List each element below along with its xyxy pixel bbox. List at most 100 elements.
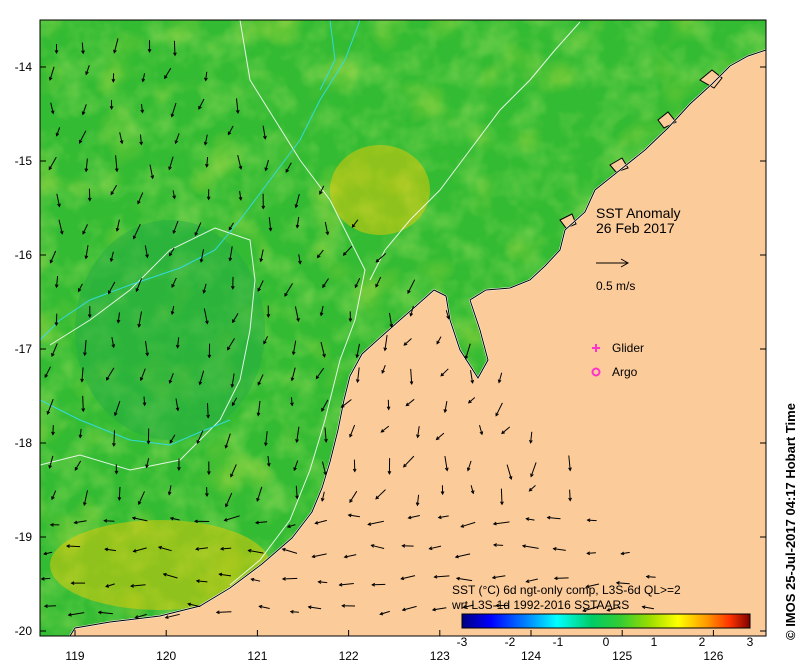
current-vector — [50, 250, 57, 263]
current-vector-head — [525, 517, 530, 521]
current-vector — [368, 520, 384, 525]
current-vector — [85, 245, 89, 259]
map-area: SST Anomaly 26 Feb 2017 0.5 m/s Glider A… — [40, 20, 766, 636]
current-vector — [149, 164, 154, 179]
current-vector — [196, 547, 208, 550]
current-vector-head — [145, 254, 149, 259]
current-vector — [587, 552, 596, 554]
lon-tick-label: 125 — [612, 649, 632, 663]
current-vector — [110, 184, 118, 195]
current-vector-head — [228, 257, 233, 262]
current-vector — [118, 486, 121, 500]
current-vector — [251, 578, 261, 582]
current-vector — [284, 283, 293, 297]
current-vector — [79, 130, 87, 144]
current-vector — [82, 395, 84, 412]
current-vector-head — [238, 165, 243, 170]
current-vector — [265, 431, 268, 446]
current-vector — [105, 548, 117, 552]
current-vector-head — [290, 402, 294, 407]
current-vector — [308, 606, 322, 610]
current-vector-head — [137, 200, 141, 205]
current-vector-head — [146, 440, 151, 445]
current-vector — [440, 368, 449, 377]
current-vector — [407, 279, 416, 294]
current-vector — [79, 428, 82, 438]
current-vector-head — [289, 609, 294, 614]
current-vector — [296, 216, 300, 228]
current-vector — [381, 365, 386, 374]
current-vector-head — [386, 406, 391, 411]
current-vector-head — [264, 442, 268, 447]
current-vector — [196, 430, 204, 444]
current-vector-head — [322, 353, 326, 358]
current-vector — [85, 65, 90, 75]
current-vector — [500, 488, 503, 505]
current-vector-head — [203, 141, 208, 146]
current-vector — [348, 514, 360, 518]
colorbar-tick-label: 1 — [651, 635, 658, 649]
current-vector-head — [585, 584, 590, 589]
lat-tick-label: -17 — [15, 342, 33, 356]
current-vector — [56, 275, 59, 288]
current-vector — [194, 222, 202, 236]
current-vector-head — [139, 141, 144, 146]
current-vector-head — [367, 522, 372, 526]
current-vectors — [40, 38, 656, 620]
current-vector-head — [440, 372, 445, 377]
current-vector-head — [259, 258, 264, 263]
current-vector — [438, 515, 449, 519]
current-vector-head — [204, 77, 208, 82]
axes: 119 120 121 122 123 124 125 126-14-15-16-17-18-… — [15, 60, 766, 663]
colorbar-tick-label: 0 — [603, 635, 610, 649]
current-vector — [295, 485, 298, 499]
current-vector-head — [238, 196, 243, 201]
current-vector — [287, 524, 296, 528]
current-vector — [357, 367, 360, 383]
current-vector — [115, 155, 118, 172]
current-vector-head — [132, 235, 137, 240]
current-vector — [461, 521, 476, 528]
current-vector — [172, 190, 176, 199]
current-vector-head — [436, 340, 440, 345]
current-vector-head — [307, 605, 312, 610]
current-vector — [315, 367, 325, 379]
current-vector-head — [199, 258, 204, 263]
current-vector — [58, 219, 63, 234]
current-vector-head — [479, 431, 484, 436]
current-vector-head — [311, 554, 316, 559]
current-vector-head — [224, 444, 229, 449]
current-vector-head — [205, 320, 209, 325]
current-vector-head — [431, 607, 436, 612]
current-vector — [321, 399, 329, 412]
current-vector — [49, 66, 55, 81]
current-vector-head — [250, 577, 255, 582]
current-vector — [171, 305, 175, 315]
current-vector — [375, 253, 387, 263]
current-vector — [257, 280, 264, 292]
current-vector-head — [500, 501, 504, 506]
current-vector-head — [171, 284, 175, 289]
current-vector-head — [568, 467, 572, 472]
current-vector — [416, 494, 420, 506]
current-vector — [82, 104, 87, 115]
current-vector-head — [342, 252, 347, 256]
current-vector-head — [401, 607, 406, 612]
current-vector-head — [349, 499, 353, 503]
current-vector-head — [111, 344, 116, 349]
current-vector — [282, 577, 298, 580]
current-vector-head — [256, 497, 260, 502]
current-vector-head — [106, 376, 110, 381]
colorbar-tick-label: -1 — [553, 635, 564, 649]
current-vector-head — [324, 438, 328, 443]
current-vector — [74, 520, 87, 524]
current-vector-head — [295, 495, 299, 500]
current-vector — [98, 611, 113, 615]
current-vector — [349, 424, 356, 437]
current-vector-head — [454, 554, 459, 559]
current-vector-head — [81, 408, 86, 413]
current-vector — [341, 399, 352, 408]
current-vector-head — [54, 284, 59, 289]
current-vector-head — [296, 317, 300, 323]
